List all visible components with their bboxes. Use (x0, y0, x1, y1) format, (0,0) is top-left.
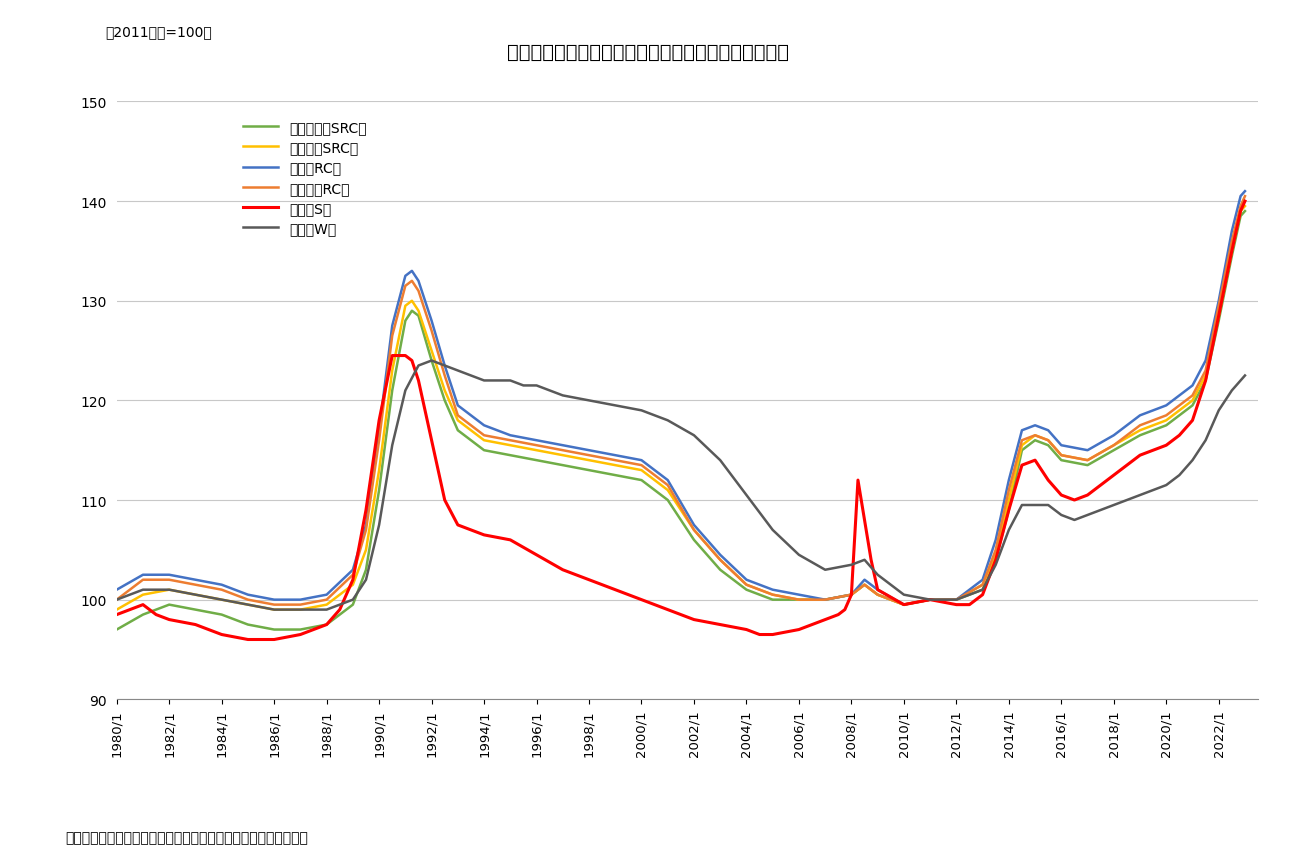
倉庫　S造 (1080, 490, 1096, 501)
事務所　SRC造 (1228, 226, 1244, 236)
事務所　SRC造 (498, 440, 514, 450)
ホテル　RC造 (1080, 456, 1096, 466)
事務所　SRC造 (109, 605, 125, 615)
ホテル　RC造 (558, 446, 573, 456)
ホテル　RC造 (795, 595, 811, 605)
集合住宅　SRC造 (1078, 460, 1093, 470)
店舗　RC造 (896, 600, 912, 610)
Text: （2011平均=100）: （2011平均=100） (105, 25, 213, 38)
集合住宅　SRC造 (555, 461, 571, 471)
集合住宅　SRC造 (1012, 456, 1027, 466)
店舗　RC造 (1080, 445, 1096, 456)
倉庫　S造 (1231, 217, 1246, 227)
集合住宅　SRC造 (1237, 206, 1253, 217)
店舗　RC造 (794, 590, 809, 601)
住宅　W造 (424, 356, 440, 366)
住宅　W造 (266, 605, 281, 615)
店舗　RC造 (1014, 426, 1030, 436)
事務所　SRC造 (1237, 201, 1253, 212)
Line: 住宅　W造: 住宅 W造 (117, 361, 1245, 610)
倉庫　S造 (558, 566, 573, 576)
住宅　W造 (559, 392, 575, 402)
Legend: 集合住宅　SRC造, 事務所　SRC造, 店舗　RC造, ホテル　RC造, 倉庫　S造, 住宅　W造: 集合住宅 SRC造, 事務所 SRC造, 店舗 RC造, ホテル RC造, 倉庫… (237, 115, 372, 241)
住宅　W造 (1233, 376, 1249, 386)
ホテル　RC造 (1237, 192, 1253, 202)
事務所　SRC造 (555, 450, 571, 461)
住宅　W造 (502, 376, 518, 386)
集合住宅　SRC造 (794, 595, 809, 605)
倉庫　S造 (1014, 461, 1030, 471)
事務所　SRC造 (1078, 456, 1093, 466)
事務所　SRC造 (794, 595, 809, 605)
Line: 店舗　RC造: 店舗 RC造 (117, 192, 1245, 605)
倉庫　S造 (795, 623, 811, 633)
集合住宅　SRC造 (1228, 231, 1244, 241)
Text: 図表２　建築費指数の推移（用途別、躯体の構造別）: 図表２ 建築費指数の推移（用途別、躯体の構造別） (507, 43, 790, 61)
住宅　W造 (798, 554, 813, 564)
住宅　W造 (1017, 500, 1032, 510)
Line: ホテル　RC造: ホテル RC造 (117, 197, 1245, 605)
店舗　RC造 (498, 429, 514, 439)
住宅　W造 (1237, 371, 1253, 381)
住宅　W造 (1082, 509, 1097, 519)
倉庫　S造 (501, 535, 516, 545)
ホテル　RC造 (1231, 210, 1246, 220)
倉庫　S造 (109, 610, 125, 620)
店舗　RC造 (1237, 187, 1253, 197)
店舗　RC造 (109, 585, 125, 595)
Line: 倉庫　S造: 倉庫 S造 (117, 202, 1245, 640)
集合住宅　SRC造 (109, 624, 125, 635)
店舗　RC造 (1231, 200, 1246, 211)
店舗　RC造 (555, 441, 571, 451)
ホテル　RC造 (109, 595, 125, 605)
Line: 事務所　SRC造: 事務所 SRC造 (117, 206, 1245, 610)
ホテル　RC造 (266, 600, 281, 610)
集合住宅　SRC造 (498, 450, 514, 460)
ホテル　RC造 (501, 435, 516, 445)
住宅　W造 (109, 595, 125, 605)
ホテル　RC造 (1014, 436, 1030, 446)
事務所　SRC造 (1012, 450, 1027, 460)
倉庫　S造 (1237, 197, 1253, 207)
Line: 集合住宅　SRC造: 集合住宅 SRC造 (117, 212, 1245, 630)
Text: （資料）　建設物価調査会の公表からニッセイ基礎研究所が作成: （資料） 建設物価調査会の公表からニッセイ基礎研究所が作成 (65, 831, 307, 844)
倉庫　S造 (240, 635, 256, 645)
